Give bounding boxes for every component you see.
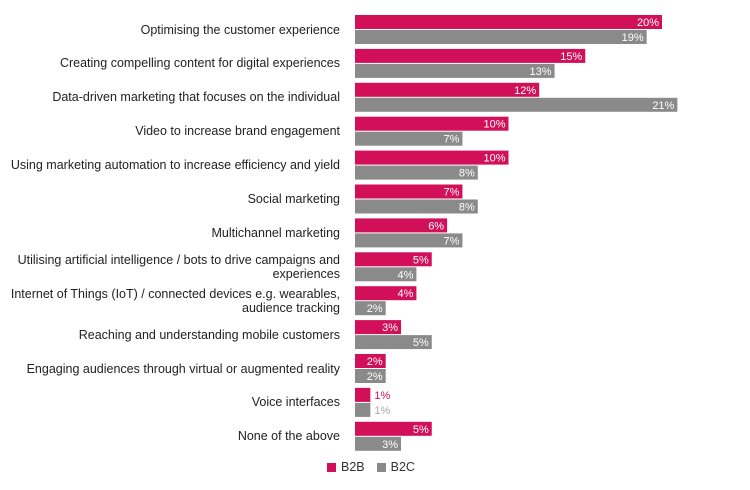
legend-item-b2b: B2B xyxy=(327,460,365,474)
category-label: Video to increase brand engagement xyxy=(135,124,340,139)
b2b-value-label: 20% xyxy=(637,17,659,29)
b2c-value-label: 8% xyxy=(459,202,475,214)
b2b-value-label: 12% xyxy=(514,85,536,97)
legend-label: B2B xyxy=(341,460,365,474)
b2b-bar xyxy=(355,116,509,131)
b2b-value-label: 10% xyxy=(483,153,505,165)
b2c-value-label: 2% xyxy=(367,371,383,383)
b2c-value-label: 21% xyxy=(652,100,674,112)
b2b-value-label: 1% xyxy=(374,390,390,402)
b2c-value-label: 19% xyxy=(622,32,644,44)
b2c-bar xyxy=(355,233,463,248)
legend-label: B2C xyxy=(390,460,415,474)
b2c-value-label: 5% xyxy=(413,337,429,349)
b2c-bar xyxy=(355,30,647,44)
b2c-bar xyxy=(355,436,402,451)
category-label: Using marketing automation to increase e… xyxy=(10,158,340,173)
b2c-bar xyxy=(355,97,678,112)
category-label: Optimising the customer experience xyxy=(140,22,340,37)
b2b-bar xyxy=(355,184,463,199)
b2b-bar xyxy=(355,48,586,63)
category-label: Creating compelling content for digital … xyxy=(59,56,340,71)
b2b-bar xyxy=(355,421,432,436)
category-label: None of the above xyxy=(237,429,340,444)
b2c-bar xyxy=(355,165,478,180)
b2b-bar xyxy=(355,320,402,335)
category-label: Voice interfaces xyxy=(251,395,340,410)
b2b-bar xyxy=(355,82,540,97)
category-label: Internet of Things (IoT) / connected dev… xyxy=(10,286,340,315)
legend-swatch xyxy=(376,462,386,472)
b2c-value-label: 3% xyxy=(382,439,398,451)
b2b-value-label: 7% xyxy=(444,187,460,199)
legend: B2B B2C xyxy=(327,460,427,474)
b2b-value-label: 5% xyxy=(413,424,429,436)
b2b-bar xyxy=(355,218,448,233)
b2c-value-label: 1% xyxy=(374,405,390,417)
category-label: Social marketing xyxy=(247,192,340,206)
b2c-value-label: 13% xyxy=(530,66,552,78)
legend-swatch xyxy=(327,462,336,472)
legend-item-b2c: B2C xyxy=(376,460,415,474)
b2c-bar xyxy=(355,267,417,282)
b2c-value-label: 7% xyxy=(444,235,460,247)
b2b-bar xyxy=(355,387,371,402)
b2b-value-label: 15% xyxy=(560,51,582,63)
b2c-value-label: 4% xyxy=(397,269,413,281)
b2c-bar xyxy=(355,402,371,417)
b2c-bar xyxy=(355,369,386,383)
b2c-bar xyxy=(355,199,478,214)
b2c-value-label: 2% xyxy=(367,303,383,315)
b2b-bar xyxy=(355,354,386,368)
b2c-bar xyxy=(355,63,555,78)
b2c-bar xyxy=(355,301,386,316)
b2b-bar xyxy=(355,286,417,301)
b2b-bar xyxy=(355,150,509,165)
b2b-bar xyxy=(355,252,432,267)
category-label: Multichannel marketing xyxy=(211,225,340,240)
category-label: Data-driven marketing that focuses on th… xyxy=(52,90,340,105)
b2c-value-label: 8% xyxy=(459,168,475,180)
b2b-bar xyxy=(355,15,662,29)
b2c-bar xyxy=(355,335,432,350)
category-label: Engaging audiences through virtual or au… xyxy=(26,361,340,376)
b2b-value-label: 4% xyxy=(397,288,413,300)
b2c-bar xyxy=(355,131,463,146)
category-label: Reaching and understanding mobile custom… xyxy=(78,327,340,342)
b2b-value-label: 3% xyxy=(382,322,398,334)
b2b-value-label: 10% xyxy=(483,119,505,131)
b2b-value-label: 2% xyxy=(367,356,383,368)
b2b-value-label: 6% xyxy=(428,220,444,232)
category-label: Utilising artificial intelligence / bots… xyxy=(17,252,340,281)
b2c-value-label: 7% xyxy=(444,134,460,146)
b2b-value-label: 5% xyxy=(413,254,429,266)
